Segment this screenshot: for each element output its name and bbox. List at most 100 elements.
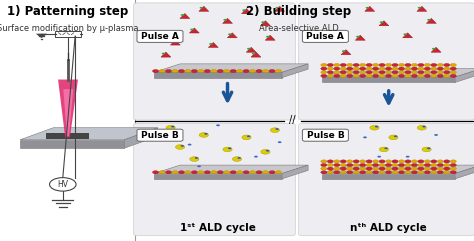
Circle shape (340, 74, 346, 77)
Circle shape (392, 167, 398, 170)
Polygon shape (274, 6, 284, 11)
Circle shape (263, 69, 269, 73)
Circle shape (223, 19, 227, 21)
Circle shape (353, 163, 359, 167)
Circle shape (204, 69, 210, 73)
Circle shape (360, 171, 366, 174)
Circle shape (334, 74, 340, 77)
Circle shape (379, 167, 385, 170)
Circle shape (327, 167, 333, 170)
Circle shape (321, 163, 327, 167)
Polygon shape (161, 52, 171, 57)
Circle shape (327, 163, 333, 167)
Polygon shape (341, 50, 351, 55)
Text: 2) Building step: 2) Building step (246, 5, 351, 18)
FancyBboxPatch shape (55, 31, 81, 37)
Circle shape (444, 171, 450, 174)
Circle shape (373, 67, 379, 70)
Circle shape (185, 69, 191, 73)
Circle shape (353, 63, 359, 67)
Circle shape (181, 145, 184, 147)
Circle shape (198, 171, 204, 174)
Circle shape (444, 163, 450, 167)
Circle shape (275, 7, 279, 9)
Circle shape (379, 160, 385, 163)
Circle shape (321, 160, 327, 163)
Circle shape (373, 171, 379, 174)
Circle shape (379, 67, 385, 70)
Circle shape (406, 156, 410, 158)
Text: nᵗʰ ALD cycle: nᵗʰ ALD cycle (350, 223, 427, 233)
Circle shape (342, 50, 346, 52)
Circle shape (392, 63, 398, 67)
Circle shape (373, 63, 379, 67)
Polygon shape (20, 140, 124, 148)
Circle shape (424, 71, 430, 74)
FancyBboxPatch shape (302, 129, 348, 141)
Polygon shape (265, 35, 275, 40)
Circle shape (424, 163, 430, 167)
Circle shape (405, 163, 411, 167)
Polygon shape (379, 21, 389, 26)
Polygon shape (242, 9, 251, 14)
Polygon shape (154, 72, 282, 78)
Polygon shape (199, 6, 209, 11)
Circle shape (261, 21, 265, 23)
Circle shape (346, 74, 353, 77)
Polygon shape (124, 128, 157, 148)
Polygon shape (402, 33, 412, 38)
Circle shape (385, 74, 392, 77)
Circle shape (49, 178, 76, 191)
Polygon shape (356, 35, 365, 40)
Polygon shape (222, 18, 232, 23)
Circle shape (340, 67, 346, 70)
FancyBboxPatch shape (302, 30, 348, 42)
Text: Pulse A: Pulse A (307, 32, 344, 41)
Circle shape (175, 145, 185, 149)
Circle shape (450, 163, 456, 167)
Circle shape (171, 126, 174, 127)
Polygon shape (246, 47, 256, 52)
Circle shape (366, 160, 372, 163)
Circle shape (424, 67, 430, 70)
Circle shape (437, 171, 443, 174)
Circle shape (321, 74, 327, 77)
Circle shape (242, 9, 246, 11)
Circle shape (418, 74, 424, 77)
Circle shape (275, 69, 282, 73)
Circle shape (424, 63, 430, 67)
Circle shape (321, 63, 327, 67)
Circle shape (379, 63, 385, 67)
Circle shape (327, 74, 333, 77)
Circle shape (228, 33, 232, 35)
Circle shape (200, 7, 203, 9)
Circle shape (159, 139, 163, 141)
Circle shape (405, 171, 411, 174)
Circle shape (450, 67, 456, 70)
Circle shape (399, 160, 405, 163)
Circle shape (366, 74, 372, 77)
FancyBboxPatch shape (134, 123, 295, 236)
Circle shape (162, 53, 165, 54)
Circle shape (340, 71, 346, 74)
Text: Pulse A: Pulse A (141, 32, 179, 41)
Text: Pulse B: Pulse B (307, 131, 344, 140)
Polygon shape (282, 64, 308, 78)
Circle shape (375, 126, 378, 127)
Text: //: // (289, 115, 296, 126)
Circle shape (399, 63, 405, 67)
Circle shape (346, 171, 353, 174)
Circle shape (417, 125, 427, 130)
Circle shape (450, 171, 456, 174)
Circle shape (427, 19, 431, 21)
Circle shape (379, 147, 389, 152)
Circle shape (217, 171, 223, 174)
Circle shape (444, 71, 450, 74)
Circle shape (431, 63, 437, 67)
Circle shape (353, 171, 359, 174)
Circle shape (431, 163, 437, 167)
Circle shape (216, 124, 220, 126)
Circle shape (399, 71, 405, 74)
Circle shape (230, 171, 237, 174)
Circle shape (385, 160, 392, 163)
